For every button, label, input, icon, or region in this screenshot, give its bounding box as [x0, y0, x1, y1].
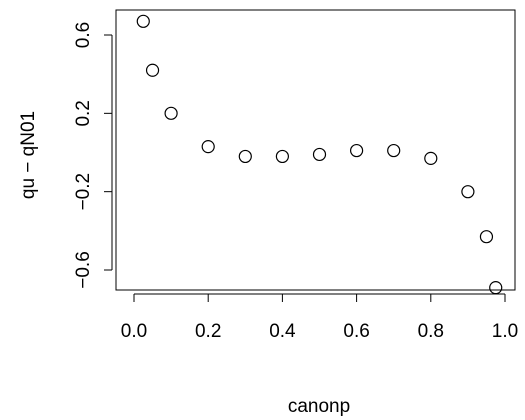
y-axis: −0.6 −0.2 0.2 0.6	[73, 22, 113, 289]
x-axis: 0.0 0.2 0.4 0.6 0.8 1.0	[121, 293, 518, 342]
plot-frame	[115, 9, 516, 291]
x-tick-label: 0.4	[269, 321, 296, 342]
x-tick-label: 0.2	[195, 321, 221, 342]
data-point	[136, 14, 150, 28]
data-points	[136, 14, 503, 295]
x-tick-label: 1.0	[492, 321, 518, 342]
y-tick-label: −0.2	[73, 173, 94, 211]
data-point	[312, 147, 327, 162]
data-point	[275, 149, 289, 164]
y-tick-label: 0.2	[73, 100, 94, 126]
data-point	[479, 230, 494, 244]
x-tick-label: 0.8	[418, 321, 444, 342]
y-tick-label: 0.6	[73, 22, 94, 48]
data-point	[424, 151, 438, 165]
data-point	[238, 149, 252, 164]
y-tick-label: −0.6	[73, 251, 94, 289]
data-point	[387, 143, 401, 158]
data-point	[164, 106, 178, 120]
data-point	[201, 140, 215, 154]
data-point	[461, 185, 475, 199]
x-tick-label: 0.6	[343, 321, 369, 342]
x-axis-title: canonp	[288, 396, 350, 417]
data-point	[489, 281, 503, 295]
data-point	[145, 63, 160, 77]
data-point	[350, 143, 364, 158]
y-axis-title: qu − qN01	[18, 111, 39, 199]
x-tick-label: 0.0	[121, 321, 147, 342]
